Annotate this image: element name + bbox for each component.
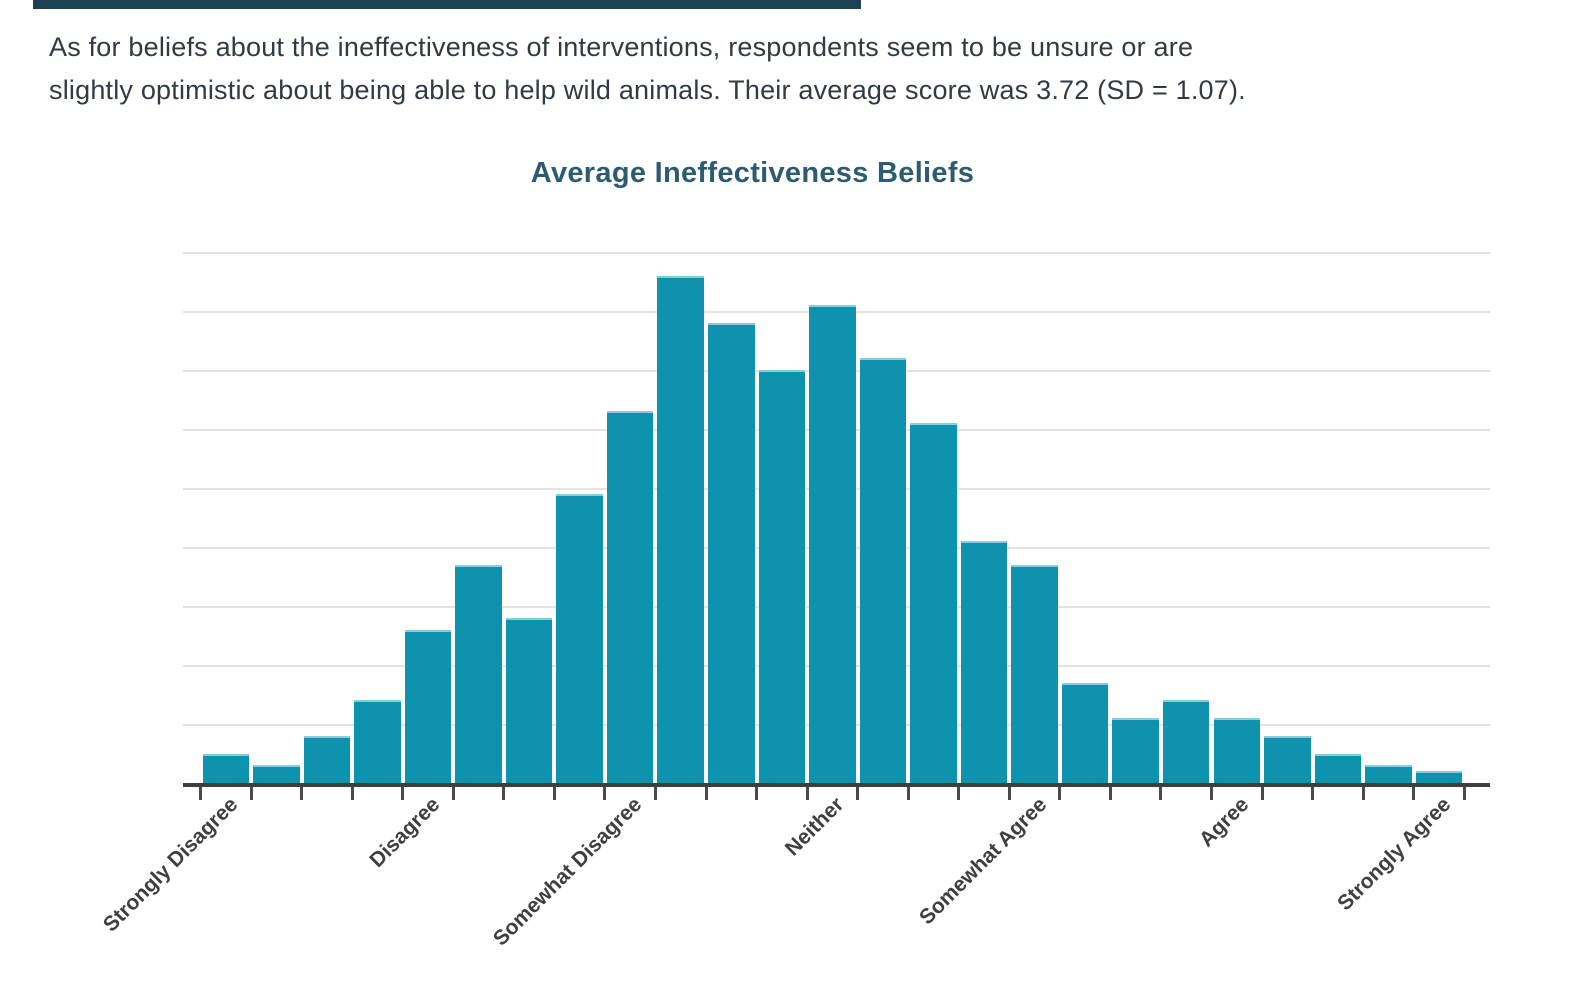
axis-tick — [856, 787, 860, 800]
histogram-bar — [354, 700, 401, 783]
histogram-bar — [1162, 700, 1210, 783]
histogram-bar — [1264, 735, 1311, 783]
axis-tick — [603, 787, 607, 800]
paragraph-line-2: slightly optimistic about being able to … — [49, 75, 1246, 105]
histogram-bar — [859, 358, 907, 783]
histogram-bar — [657, 275, 704, 783]
histogram-bar — [1112, 718, 1159, 783]
x-axis-line — [183, 783, 1490, 787]
axis-tick — [906, 787, 910, 800]
histogram-bar — [1415, 771, 1463, 783]
axis-tick — [502, 787, 506, 800]
axis-tick — [1210, 787, 1213, 800]
histogram-bar — [455, 564, 502, 783]
histogram-bar — [910, 423, 957, 783]
histogram-bar — [505, 617, 553, 783]
x-axis-label: Strongly Disagree — [98, 793, 242, 937]
histogram-bar — [758, 370, 806, 783]
x-axis-label: Neither — [781, 793, 849, 861]
axis-tick — [1058, 787, 1062, 800]
plot-area: Strongly Disagree Disagree Somewhat Disagr… — [99, 252, 1490, 985]
histogram-bar — [404, 629, 452, 783]
x-axis-label: Somewhat Agree — [914, 793, 1051, 930]
histogram-bar — [1061, 682, 1109, 783]
axis-tick — [1007, 787, 1011, 800]
histogram-bar — [809, 305, 856, 783]
axis-tick — [1412, 787, 1416, 800]
axis-tick — [1462, 787, 1466, 800]
axis-tick — [704, 787, 708, 800]
histogram-bar — [960, 541, 1008, 783]
axis-tick — [249, 787, 253, 800]
top-stripe — [33, 0, 861, 9]
gridline — [183, 252, 1490, 254]
histogram-bar — [303, 735, 351, 783]
axis-tick — [199, 787, 202, 800]
axis-tick — [401, 787, 405, 800]
axis-tick — [300, 787, 304, 800]
x-axis-label: Disagree — [365, 793, 445, 872]
histogram-bar — [253, 765, 300, 783]
x-axis-label: Strongly Agree — [1333, 793, 1456, 916]
histogram-bar — [708, 322, 755, 783]
intro-paragraph: As for beliefs about the ineffectiveness… — [49, 26, 1246, 112]
axis-tick — [805, 787, 809, 800]
histogram-bar — [1213, 718, 1260, 783]
axis-tick — [1260, 787, 1264, 800]
axis-tick — [755, 787, 758, 800]
histogram-bar — [1011, 564, 1058, 783]
paragraph-line-1: As for beliefs about the ineffectiveness… — [49, 32, 1194, 62]
axis-tick — [350, 787, 354, 800]
x-axis-label: Somewhat Disagree — [488, 793, 647, 951]
histogram-bar — [1365, 765, 1412, 783]
axis-tick — [957, 787, 961, 800]
axis-tick — [653, 787, 657, 800]
histogram-bar — [556, 493, 603, 783]
x-axis-label: Agree — [1194, 793, 1253, 852]
axis-tick — [1361, 787, 1365, 800]
axis-tick — [451, 787, 455, 800]
histogram-bar — [202, 753, 249, 783]
axis-tick — [552, 787, 556, 800]
histogram-bar — [1314, 753, 1362, 783]
axis-tick — [1159, 787, 1163, 800]
axis-tick — [1311, 787, 1315, 800]
chart-title: Average Ineffectiveness Beliefs — [530, 157, 975, 189]
axis-tick — [1108, 787, 1112, 800]
histogram-bar — [606, 411, 654, 783]
